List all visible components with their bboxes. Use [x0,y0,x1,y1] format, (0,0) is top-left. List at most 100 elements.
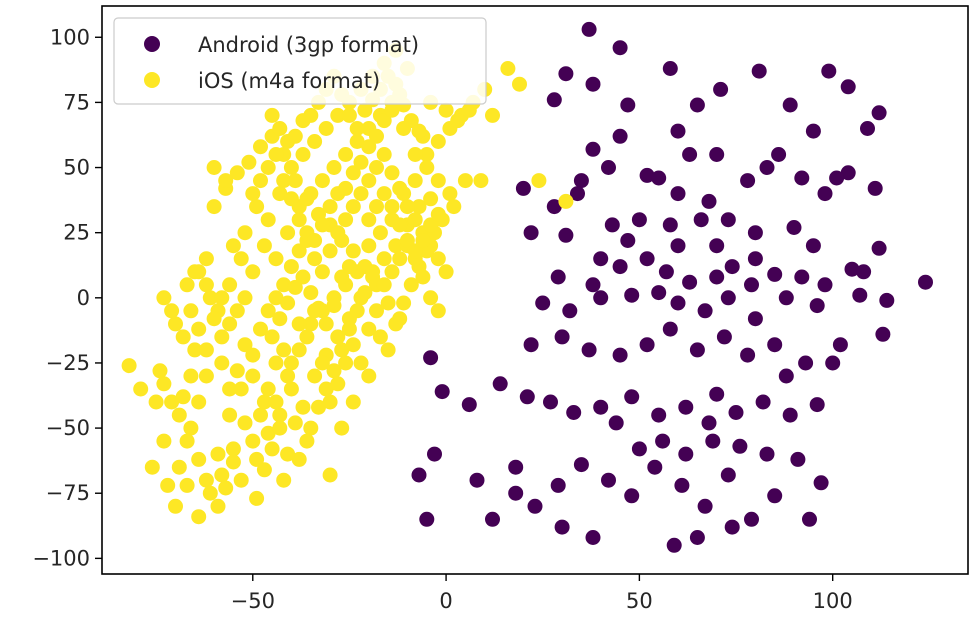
point-ios-225 [318,381,334,397]
point-ios-90 [249,451,265,467]
point-android-17 [771,147,787,162]
point-ios-108 [206,199,222,215]
point-ios-228 [341,321,357,337]
point-android-120 [767,488,783,504]
point-ios-73 [407,147,423,162]
point-ios-245 [268,394,284,410]
legend-box [113,17,487,105]
point-android-91 [492,376,508,392]
point-ios-57 [222,277,238,293]
point-ios-134 [183,368,199,384]
point-ios-203 [218,480,234,496]
point-ios-267 [237,290,253,306]
point-android-70 [720,290,736,306]
point-ios-292 [272,121,288,136]
point-android-140 [856,264,872,280]
point-android-14 [612,128,628,144]
x-tick-label: 50 [626,589,653,613]
point-ios-208 [264,441,280,457]
point-android-93 [543,394,558,410]
y-axis: 100 75 50 25 0 −25 −50 −75 −100 [32,25,102,570]
point-ios-53 [175,389,191,405]
point-ios-58 [233,251,249,267]
point-android-132 [705,433,721,449]
point-ios-165 [264,329,280,345]
point-ios-206 [249,490,265,506]
point-android-124 [554,519,570,535]
point-android-103 [809,397,825,413]
point-ios-14 [280,368,296,384]
point-ios-3 [160,477,176,493]
point-android-121 [790,451,806,467]
point-ios-244 [260,381,276,397]
point-ios-68 [349,134,365,149]
point-ios-94 [295,399,311,415]
point-ios-79 [500,61,516,76]
point-android-4 [751,63,767,79]
point-ios-275 [175,329,191,345]
point-android-71 [747,311,763,327]
point-ios-176 [245,186,261,202]
point-ios-178 [260,160,276,175]
point-ios-273 [191,321,207,337]
point-ios-201 [485,107,500,123]
point-ios-62 [280,225,296,241]
point-android-146 [747,251,763,267]
point-android-99 [701,415,717,431]
point-ios-60 [256,238,272,254]
point-android-24 [573,173,589,189]
point-ios-116 [299,191,315,207]
point-android-35 [817,186,833,202]
point-android-130 [655,433,671,449]
point-ios-91 [260,425,276,441]
point-ios-224 [311,399,326,415]
point-ios-231 [365,264,381,280]
point-ios-140 [253,321,268,337]
point-ios-16 [303,316,319,332]
point-android-94 [566,405,582,420]
point-ios-74 [419,160,435,175]
point-ios-243 [253,407,268,423]
point-ios-274 [183,303,199,319]
point-ios-106 [156,290,172,306]
point-ios-9 [222,407,238,423]
plot-frame [101,5,969,575]
point-ios-255 [345,337,361,353]
point-android-137 [709,386,725,402]
point-android-95 [593,399,609,415]
point-android-6 [821,63,837,79]
point-android-128 [802,511,817,527]
point-ios-216 [148,394,164,410]
point-android-118 [720,467,736,483]
point-ios-222 [198,251,214,267]
point-ios-205 [233,472,249,488]
point-ios-164 [438,264,454,280]
point-ios-84 [179,477,195,493]
point-ios-272 [198,277,214,293]
point-ios-252 [322,394,338,410]
point-ios-97 [330,329,346,345]
point-ios-220 [206,160,222,175]
point-android-44 [720,212,736,228]
point-ios-135 [214,355,230,371]
point-ios-132 [198,342,214,358]
point-android-1 [612,40,628,56]
point-ios-233 [380,342,396,358]
point-android-88 [423,350,439,366]
point-ios-177 [253,173,268,189]
point-android-11 [546,92,562,108]
point-ios-45 [318,121,334,136]
point-ios-249 [299,329,315,345]
point-ios-219 [218,173,234,189]
point-ios-169 [295,269,311,285]
point-ios-211 [287,415,303,431]
point-android-34 [794,170,810,186]
point-ios-246 [276,342,292,358]
point-android-54 [709,269,725,285]
point-android-59 [817,277,833,293]
point-ios-37 [225,238,241,254]
legend: Android (3gp format) iOS (m4a format) [113,17,487,105]
point-android-49 [585,277,601,293]
